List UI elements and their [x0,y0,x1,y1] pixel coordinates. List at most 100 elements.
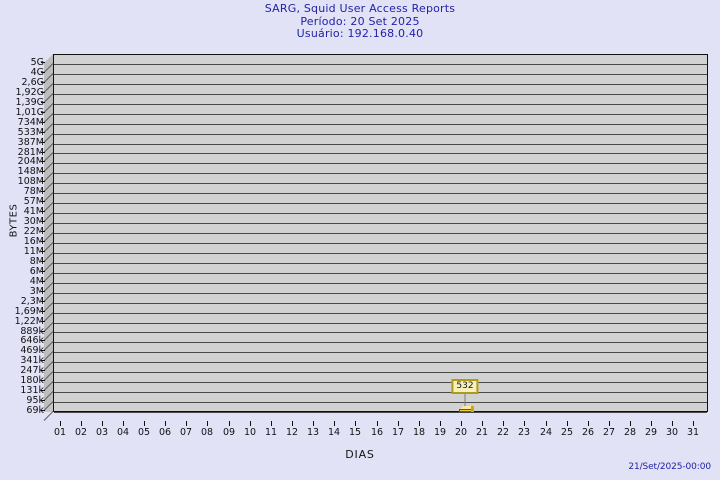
y-tick-mark [41,360,45,361]
gridline [54,253,707,254]
y-tick-mark [41,181,45,182]
y-tick-label: 4M [29,276,44,287]
x-tick-label: 28 [623,427,637,438]
y-tick-mark [41,62,45,63]
y-tick-label: 1,69M [14,306,44,317]
y-tick-mark [41,350,45,351]
x-tick-label: 19 [433,427,447,438]
y-tick-label: 1,39G [15,97,44,108]
y-tick-mark [41,92,45,93]
y-tick-label: 3M [29,286,44,297]
y-tick-label: 11M [23,246,44,257]
x-tick-mark [419,421,420,426]
y-tick-label: 180k [20,375,44,386]
report-timestamp: 21/Set/2025-00:00 [628,462,711,472]
x-axis-title: DIAS [345,448,375,461]
y-tick-label: 95k [26,395,44,406]
x-tick-mark [398,421,399,426]
y-tick-label: 57M [23,196,44,207]
gridline [54,74,707,75]
y-tick-mark [41,291,45,292]
gridline [54,203,707,204]
x-tick-mark [60,421,61,426]
x-tick-label: 14 [327,427,341,438]
x-tick-label: 25 [560,427,574,438]
gridline [54,233,707,234]
y-tick-label: 22M [23,226,44,237]
gridline [54,303,707,304]
gridline [54,362,707,363]
y-tick-mark [41,191,45,192]
y-tick-label: 8M [29,256,44,267]
x-tick-mark [588,421,589,426]
x-tick-mark [377,421,378,426]
y-tick-label: 2,3M [20,296,44,307]
y-tick-mark [41,82,45,83]
gridline [54,243,707,244]
x-tick-mark [165,421,166,426]
gridline [54,263,707,264]
x-tick-mark [440,421,441,426]
x-tick-label: 06 [158,427,172,438]
gridline [54,402,707,403]
x-tick-label: 21 [475,427,489,438]
y-tick-label: 2,6G [21,77,44,88]
y-tick-mark [41,102,45,103]
y-tick-mark [41,171,45,172]
x-tick-label: 01 [53,427,67,438]
gridline [54,134,707,135]
x-tick-mark [609,421,610,426]
x-tick-mark [482,421,483,426]
value-stem [464,392,466,406]
y-tick-label: 469k [20,345,44,356]
y-tick-mark [41,271,45,272]
x-tick-label: 11 [264,427,278,438]
gridline [54,352,707,353]
y-tick-mark [41,112,45,113]
x-tick-mark [672,421,673,426]
x-tick-label: 26 [581,427,595,438]
x-tick-mark [81,421,82,426]
y-tick-mark [41,231,45,232]
gridline [54,114,707,115]
y-tick-label: 204M [17,156,44,167]
x-tick-mark [102,421,103,426]
y-tick-mark [41,122,45,123]
y-tick-mark [41,132,45,133]
y-tick-mark [41,261,45,262]
chart-title-block: SARG, Squid User Access Reports Período:… [0,2,720,41]
x-tick-label: 07 [179,427,193,438]
y-tick-mark [41,72,45,73]
gridline [54,382,707,383]
y-tick-mark [41,331,45,332]
y-tick-mark [41,281,45,282]
y-tick-mark [41,380,45,381]
gridline [54,64,707,65]
x-tick-label: 08 [200,427,214,438]
plot-left-3d-face [44,54,53,412]
y-tick-label: 30M [23,216,44,227]
y-tick-mark [41,221,45,222]
y-tick-mark [41,311,45,312]
y-tick-label: 247k [20,365,44,376]
y-tick-label: 734M [17,117,44,128]
x-tick-mark [292,421,293,426]
y-tick-label: 78M [23,186,44,197]
y-tick-mark [41,251,45,252]
x-tick-mark [651,421,652,426]
x-tick-label: 09 [222,427,236,438]
y-tick-label: 889k [20,326,44,337]
gridline [54,332,707,333]
gridline [54,223,707,224]
y-tick-label: 148M [17,166,44,177]
value-label[interactable]: 532 [451,379,479,394]
gridline [54,293,707,294]
y-tick-label: 6M [29,266,44,277]
gridline [54,153,707,154]
x-tick-label: 30 [665,427,679,438]
period-line: Período: 20 Set 2025 [300,14,420,28]
x-tick-label: 17 [391,427,405,438]
gridline [54,313,707,314]
x-tick-mark [207,421,208,426]
y-tick-label: 41M [23,206,44,217]
